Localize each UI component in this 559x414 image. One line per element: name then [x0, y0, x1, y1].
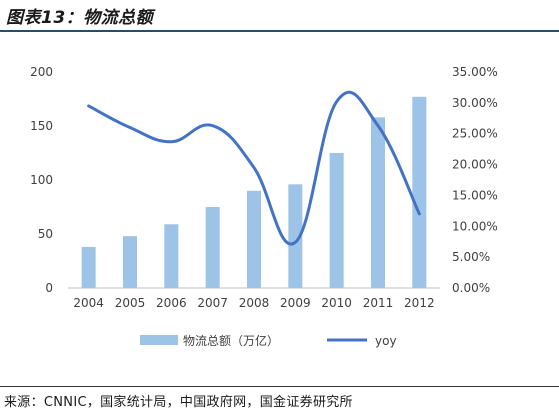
bar — [164, 224, 179, 288]
legend-label-line: yoy — [375, 334, 397, 348]
left-tick-label: 50 — [38, 227, 53, 241]
bar — [371, 117, 385, 288]
yoy-line — [87, 90, 421, 246]
line-series — [87, 90, 421, 246]
left-tick-label: 200 — [30, 65, 53, 79]
right-tick-label: 5.00% — [452, 250, 490, 264]
bar — [123, 236, 137, 288]
left-tick-label: 100 — [30, 173, 53, 187]
x-tick-label: 2006 — [156, 296, 187, 310]
figure-title: 图表13：物流总额 — [6, 8, 154, 28]
right-tick-label: 25.00% — [452, 127, 498, 141]
bar — [81, 246, 96, 288]
legend-label-bar: 物流总额（万亿） — [183, 333, 279, 348]
x-tick-label: 2005 — [115, 296, 146, 310]
left-tick-label: 150 — [30, 119, 53, 133]
source-note: 来源：CNNIC，国家统计局，中国政府网，国金证券研究所 — [4, 395, 353, 410]
title-rule — [0, 30, 559, 32]
x-tick-label: 2007 — [197, 296, 228, 310]
right-tick-label: 0.00% — [452, 281, 490, 295]
right-tick-label: 10.00% — [452, 219, 498, 233]
legend-swatch-bar — [140, 335, 178, 345]
x-tick-label: 2010 — [321, 296, 352, 310]
bar — [329, 153, 344, 288]
x-tick-label: 2011 — [363, 296, 394, 310]
source-rule — [0, 386, 559, 387]
bar-series — [81, 96, 427, 288]
right-tick-label: 30.00% — [452, 96, 498, 110]
x-tick-label: 2012 — [404, 296, 435, 310]
x-axis-ticks: 2004 2005 2006 2007 2008 2009 2010 2011 2012 — [73, 296, 434, 310]
chart: 0 50 100 150 200 0.00% 5.00% 10.00% 15.00% 20.00… — [30, 65, 498, 348]
x-tick-label: 2009 — [280, 296, 311, 310]
right-axis-ticks: 0.00% 5.00% 10.00% 15.00% 20.00% 25.00% 30.00%… — [452, 65, 498, 295]
bar — [288, 184, 303, 288]
x-tick-label: 2008 — [239, 296, 270, 310]
bar — [247, 190, 261, 288]
bar — [412, 96, 427, 288]
bar — [205, 207, 220, 288]
right-tick-label: 20.00% — [452, 158, 498, 172]
legend: 物流总额（万亿） yoy — [140, 333, 397, 348]
right-tick-label: 35.00% — [452, 65, 498, 79]
right-tick-label: 15.00% — [452, 188, 498, 202]
left-axis-ticks: 0 50 100 150 200 — [30, 65, 53, 295]
x-tick-label: 2004 — [73, 296, 104, 310]
left-tick-label: 0 — [45, 281, 53, 295]
